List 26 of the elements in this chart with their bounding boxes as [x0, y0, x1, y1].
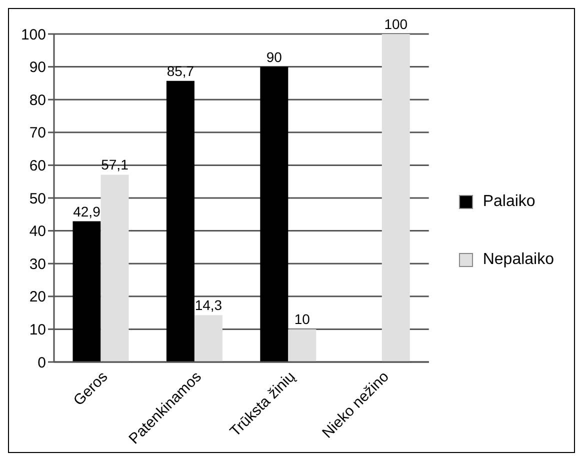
y-tick-label: 60 — [29, 158, 46, 175]
legend-label: Palaiko — [482, 192, 536, 210]
data-label: 10 — [294, 311, 310, 328]
y-tick-label: 20 — [29, 288, 46, 306]
bar — [260, 66, 288, 362]
y-tick-label: 10 — [29, 322, 46, 339]
bar — [288, 329, 316, 362]
y-tick-label: 90 — [29, 59, 46, 76]
bar — [100, 174, 129, 362]
data-label: 100 — [384, 16, 408, 32]
y-tick-label: 80 — [29, 92, 46, 109]
bar — [72, 221, 101, 362]
data-label: 85,7 — [166, 62, 194, 79]
legend-label: Nepalaiko — [482, 250, 554, 268]
bar — [166, 80, 194, 362]
data-label: 90 — [266, 48, 282, 65]
bar — [194, 315, 222, 362]
data-label: 14,3 — [194, 297, 222, 314]
y-tick-label: 30 — [29, 256, 46, 273]
y-tick-label: 40 — [29, 223, 46, 240]
y-tick-label: 100 — [20, 26, 46, 44]
y-tick-label: 50 — [29, 190, 46, 208]
y-tick-label: 70 — [29, 124, 46, 142]
y-tick-label: 0 — [38, 354, 46, 372]
data-label: 42,9 — [73, 203, 101, 220]
bar — [382, 34, 410, 362]
